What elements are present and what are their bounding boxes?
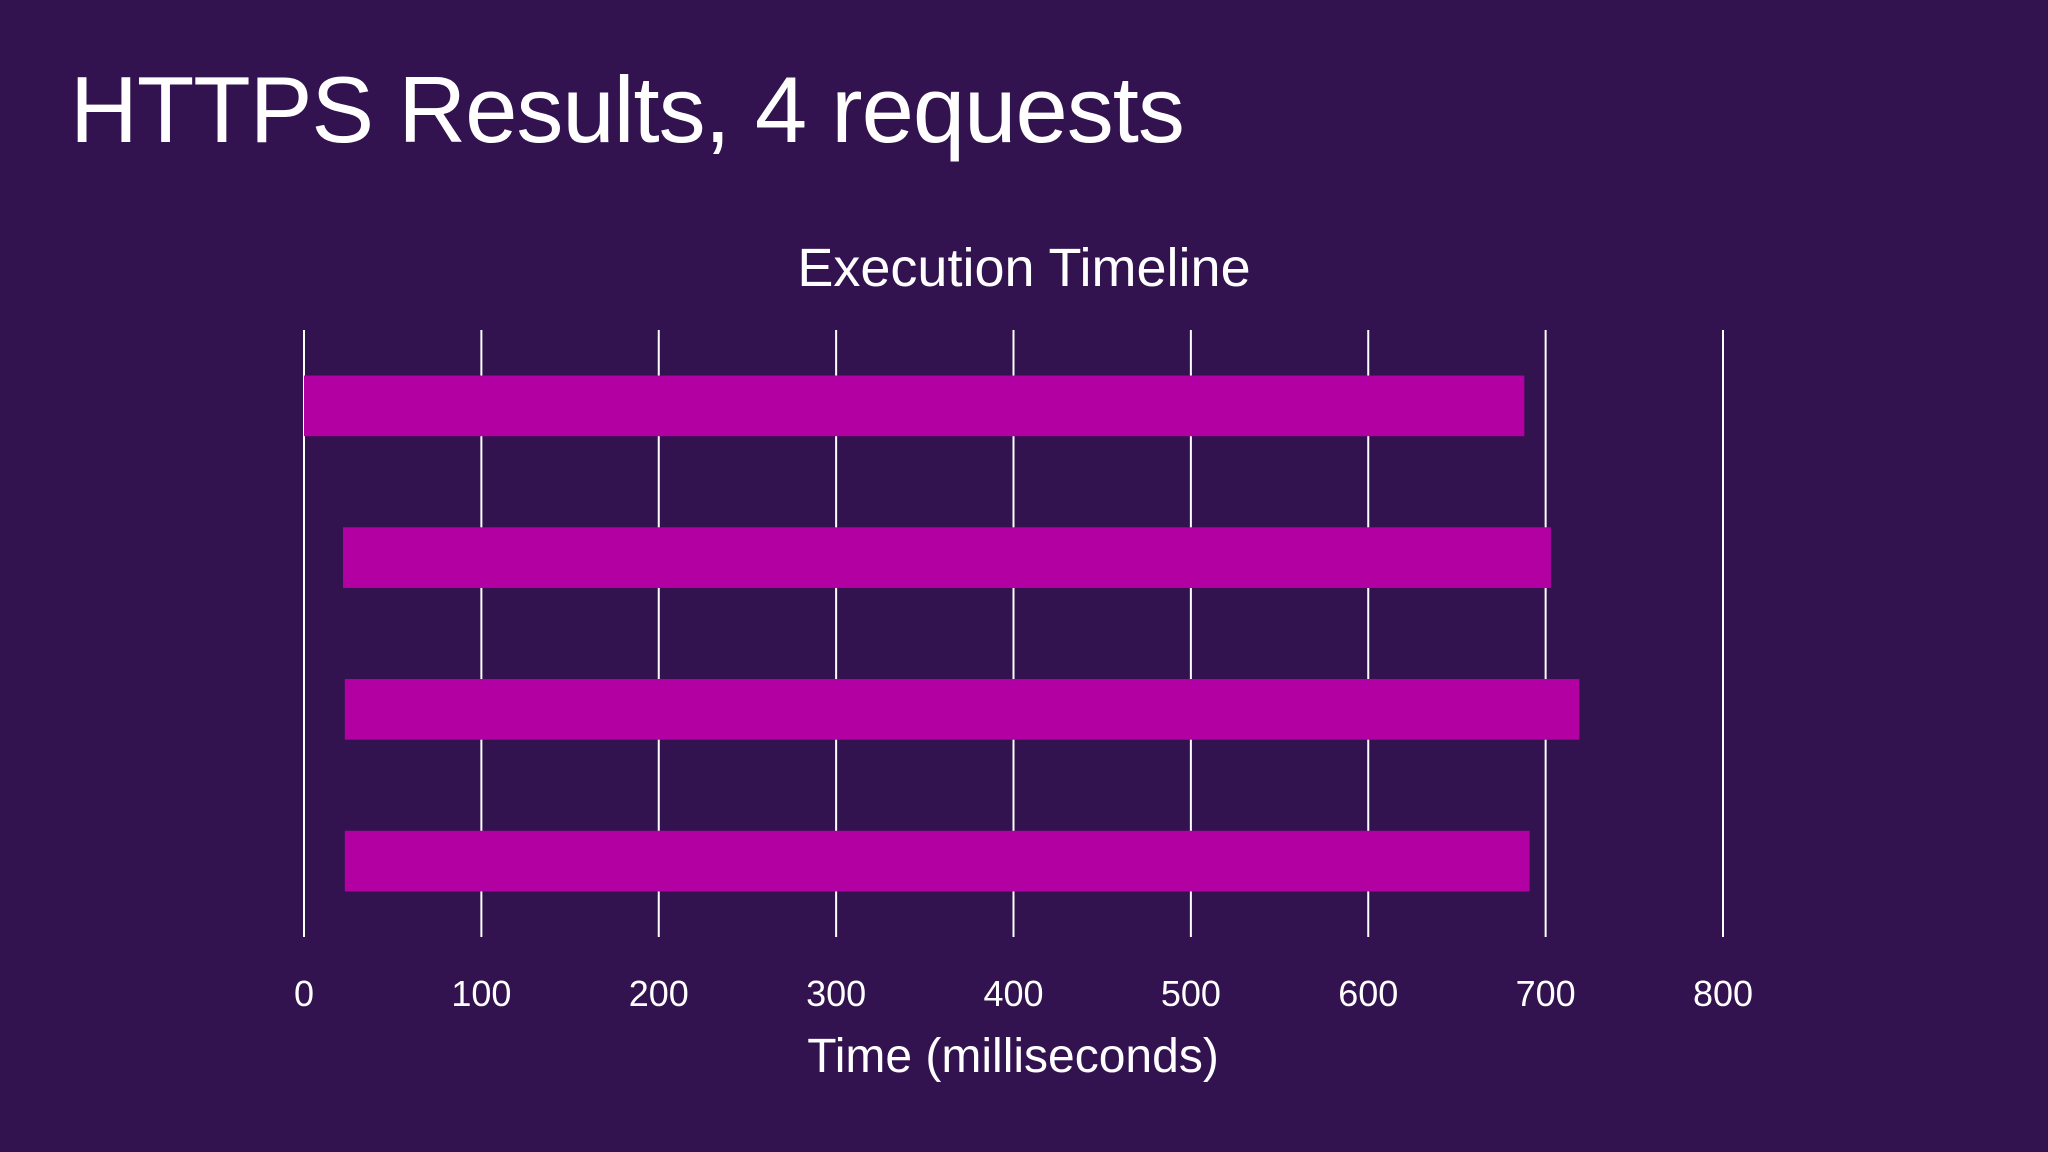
x-tick-label-600: 600 xyxy=(1338,973,1398,1014)
bars xyxy=(304,375,1580,892)
x-tick-label-500: 500 xyxy=(1161,973,1221,1014)
x-tick-label-700: 700 xyxy=(1516,973,1576,1014)
x-tick-label-0: 0 xyxy=(294,973,314,1014)
chart-title: Execution Timeline xyxy=(797,238,1250,298)
x-tick-label-800: 800 xyxy=(1693,973,1753,1014)
x-tick-label-300: 300 xyxy=(806,973,866,1014)
x-tick-label-100: 100 xyxy=(451,973,511,1014)
x-tick-label-200: 200 xyxy=(629,973,689,1014)
bar-request-4 xyxy=(344,830,1530,892)
bar-request-1 xyxy=(304,375,1525,437)
bar-request-2 xyxy=(343,527,1551,588)
x-tick-label-400: 400 xyxy=(983,973,1043,1014)
bar-request-3 xyxy=(344,679,1580,740)
slide-title: HTTPS Results, 4 requests xyxy=(70,57,1185,162)
x-axis-tick-labels: 0 100 200 300 400 500 600 700 800 xyxy=(294,973,1753,1014)
x-axis-title: Time (milliseconds) xyxy=(807,1030,1219,1083)
